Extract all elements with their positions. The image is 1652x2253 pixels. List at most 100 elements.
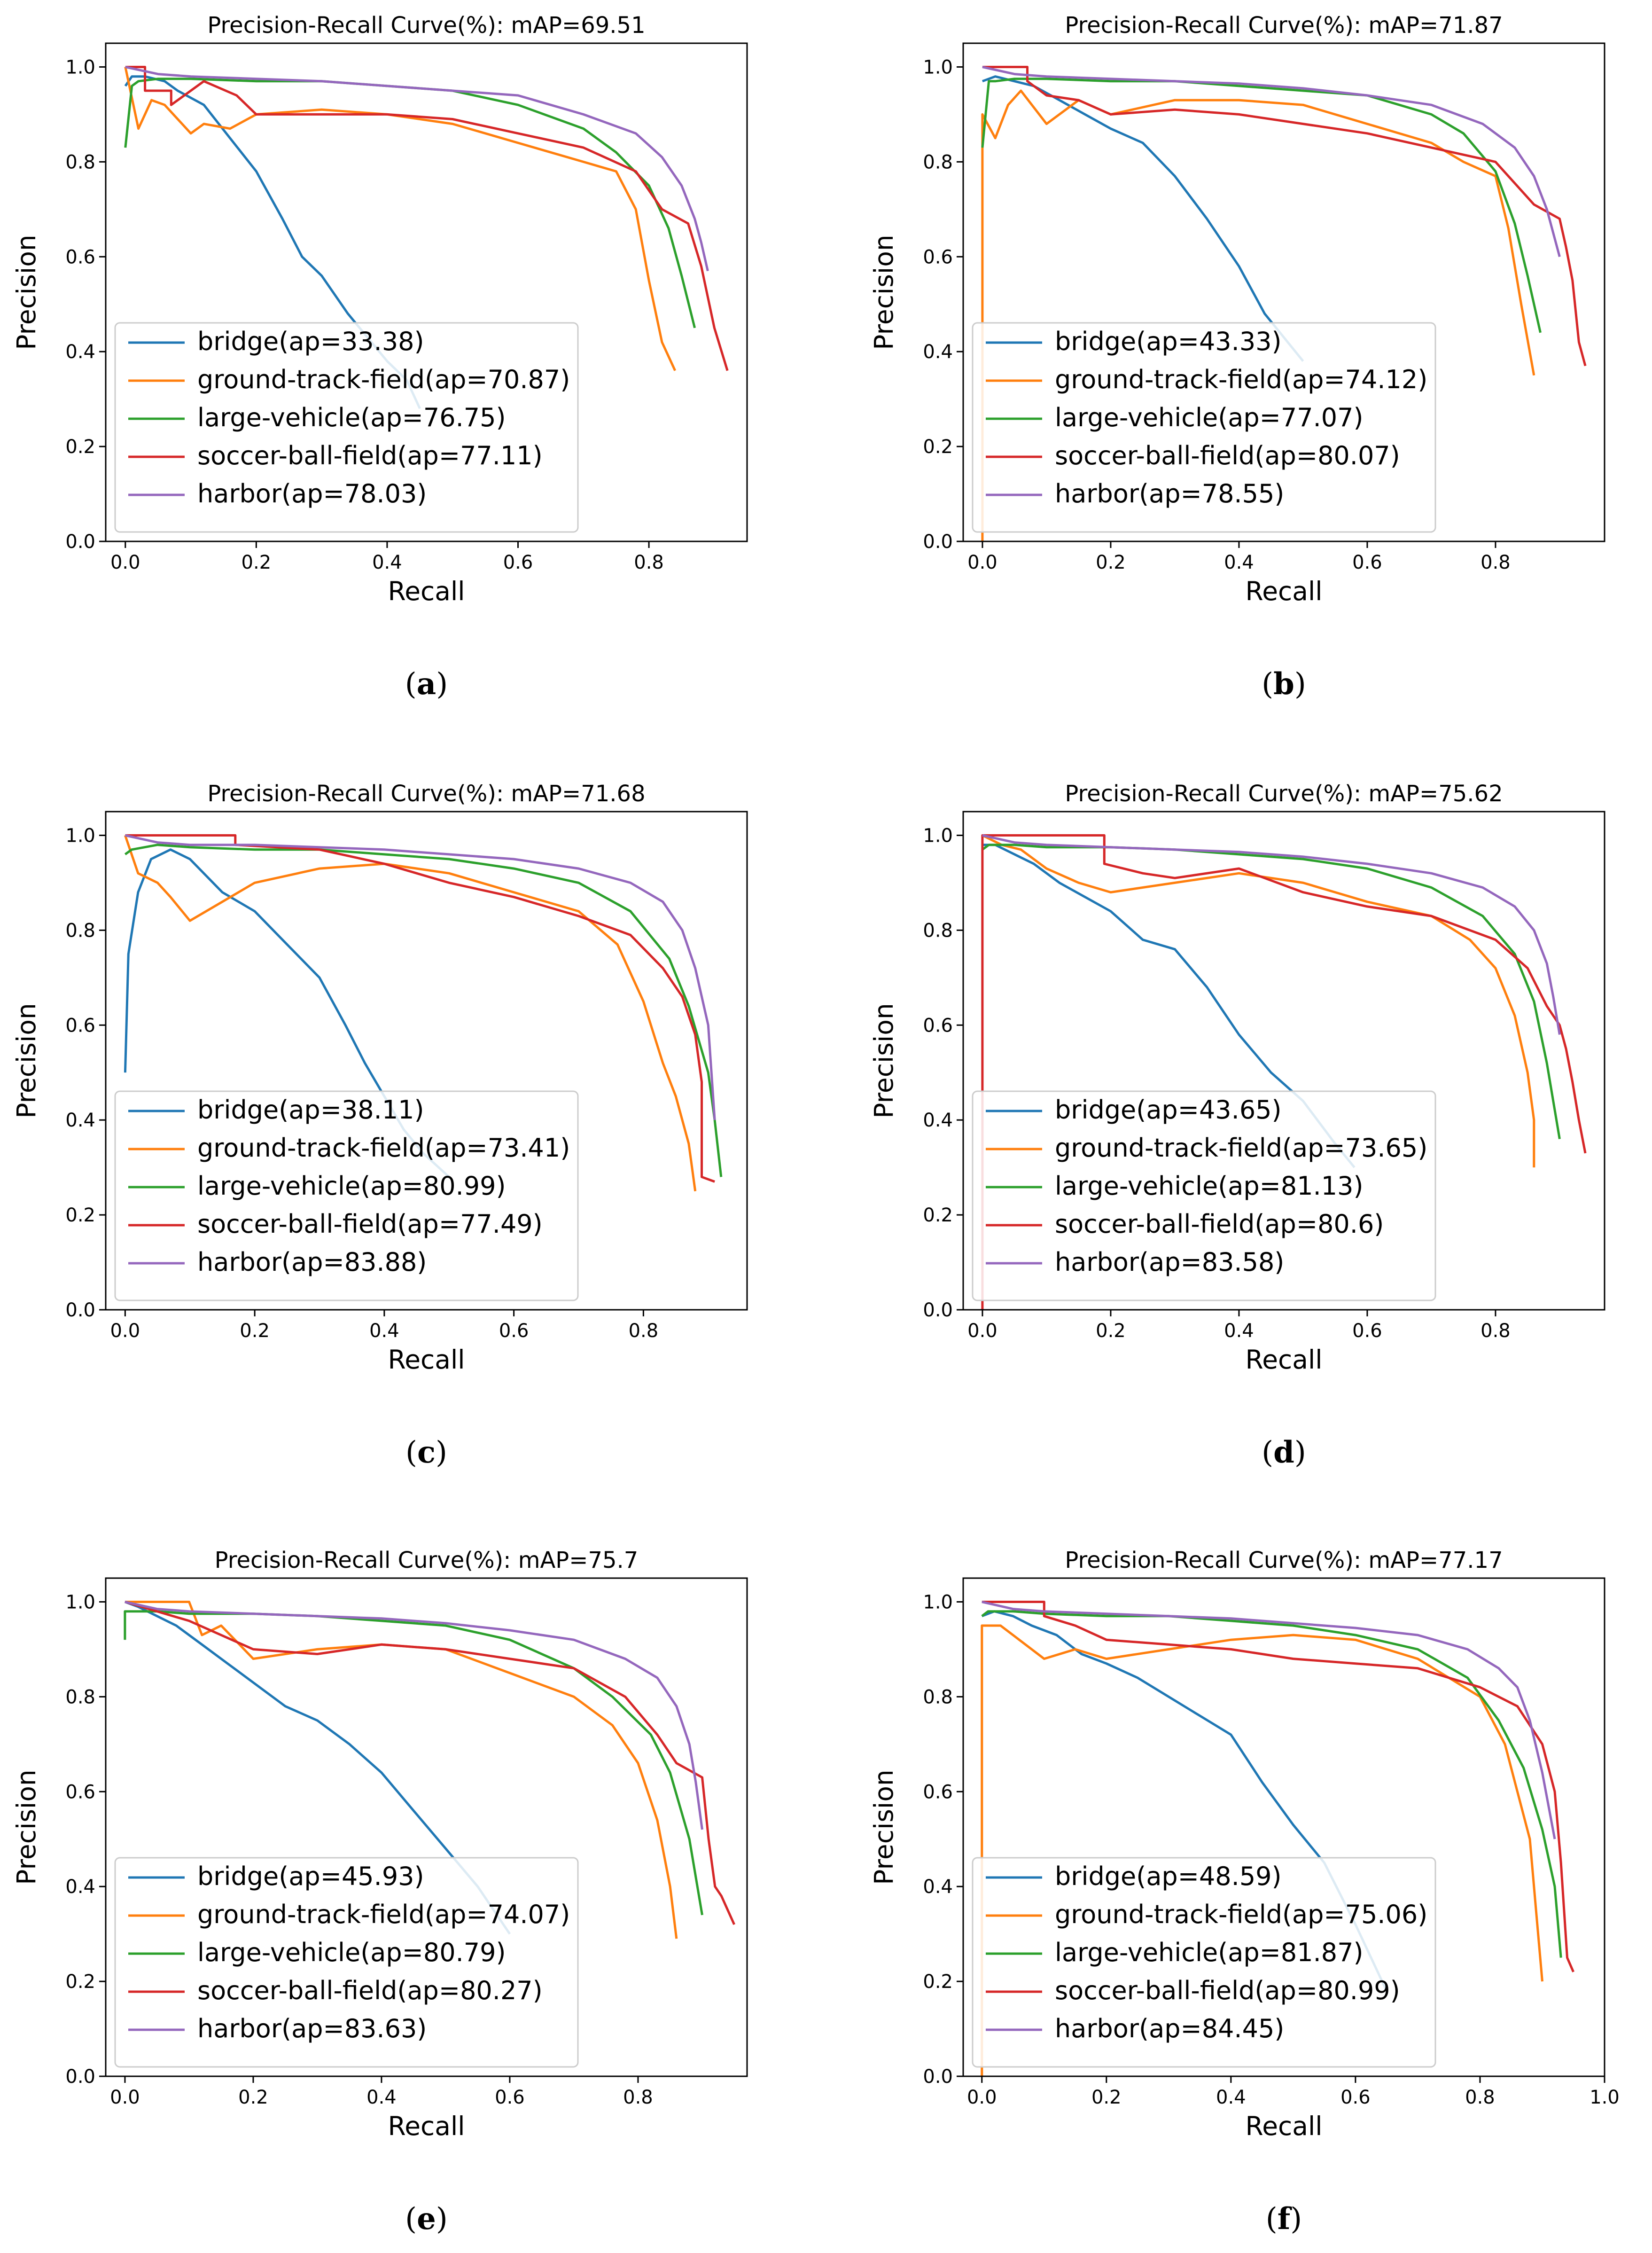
y-tick-label: 0.4	[923, 341, 953, 363]
series-line-ground-track-field	[124, 66, 677, 371]
series-line-harbor	[982, 834, 1561, 1035]
x-tick-label: 0.0	[110, 2087, 140, 2108]
y-tick-label: 0.8	[65, 1686, 95, 1708]
series-line-soccer-ball-field	[982, 66, 1587, 367]
series-line-ground-track-field	[981, 1624, 1543, 2076]
y-tick-label: 0.4	[65, 1110, 95, 1131]
y-tick-label: 0.2	[65, 436, 95, 458]
x-tick-label: 0.4	[1216, 2087, 1246, 2108]
axes-frame	[962, 811, 1605, 1311]
series-line-large-vehicle	[124, 1610, 703, 1916]
series-line-harbor	[982, 1601, 1556, 1839]
series-line-harbor	[125, 834, 716, 1120]
legend-entry-ground-track-field: ground-track-field(ap=70.87)	[197, 365, 570, 394]
y-tick-label: 0.6	[65, 1015, 95, 1036]
x-tick-label: 0.2	[1091, 2087, 1122, 2108]
y-tick-label: 0.6	[65, 1781, 95, 1803]
y-tick-label: 0.4	[923, 1876, 953, 1898]
series-line-harbor	[125, 1601, 703, 1830]
legend-entry-large-vehicle: large-vehicle(ap=80.79)	[197, 1938, 506, 1967]
y-tick-label: 0.8	[65, 920, 95, 941]
x-tick-label: 0.4	[369, 1320, 399, 1342]
series-line-ground-track-field	[982, 834, 1535, 1168]
legend-entry-soccer-ball-field: soccer-ball-field(ap=77.11)	[197, 441, 543, 470]
x-tick-label: 0.0	[967, 2087, 997, 2108]
legend-entry-large-vehicle: large-vehicle(ap=81.87)	[1055, 1938, 1364, 1967]
x-axis-label: Recall	[1245, 576, 1322, 606]
chart-title: Precision-Recall Curve(%): mAP=77.17	[1065, 1547, 1503, 1573]
y-tick-label: 0.2	[65, 1205, 95, 1226]
series-lines	[124, 1601, 735, 1939]
legend-box	[972, 1090, 1436, 1301]
axes-frame	[962, 1577, 1605, 2077]
series-line-bridge	[125, 1601, 511, 1935]
chart-panel-5: Precision-Recall Curve(%): mAP=75.7 0.0 0.…	[11, 1547, 748, 2237]
series-lines	[981, 1601, 1574, 2076]
x-tick-label: 0.2	[238, 2087, 268, 2108]
y-tick-label: 0.6	[923, 1781, 953, 1803]
y-tick-label: 1.0	[923, 825, 953, 846]
x-tick-label: 0.2	[240, 1320, 270, 1342]
legend-box	[972, 322, 1436, 533]
series-line-soccer-ball-field	[125, 66, 729, 371]
x-tick-label: 0.6	[1352, 552, 1382, 573]
y-tick-label: 1.0	[65, 56, 95, 78]
y-axis-label: Precision	[869, 1003, 899, 1118]
y-tick-label: 1.0	[923, 56, 953, 78]
chart-title: Precision-Recall Curve(%): mAP=71.68	[207, 781, 645, 807]
x-tick-label: 1.0	[1590, 2087, 1620, 2108]
x-tick-label: 0.2	[1096, 552, 1126, 573]
x-tick-label: 0.4	[1224, 1320, 1254, 1342]
series-line-soccer-ball-field	[982, 1601, 1574, 1972]
chart-title: Precision-Recall Curve(%): mAP=71.87	[1065, 12, 1503, 39]
y-tick-label: 0.2	[923, 1205, 953, 1226]
legend-entry-ground-track-field: ground-track-field(ap=73.41)	[197, 1133, 570, 1163]
subfigure-caption: (e)	[405, 2201, 448, 2237]
y-tick-label: 0.0	[923, 1299, 953, 1321]
legend-entry-soccer-ball-field: soccer-ball-field(ap=80.27)	[197, 1976, 543, 2005]
x-tick-label: 0.8	[1465, 2087, 1495, 2108]
series-lines	[124, 834, 723, 1191]
legend-entry-bridge: bridge(ap=38.11)	[197, 1095, 424, 1125]
legend-entry-soccer-ball-field: soccer-ball-field(ap=77.49)	[197, 1209, 543, 1239]
chart-panel-6: Precision-Recall Curve(%): mAP=77.17 0.0 0…	[869, 1547, 1620, 2237]
x-tick-label: 0.8	[1481, 552, 1511, 573]
series-line-bridge	[982, 75, 1304, 362]
legend-box	[114, 1090, 579, 1301]
subfigure-caption: (b)	[1262, 666, 1306, 702]
y-tick-label: 0.8	[923, 920, 953, 941]
y-tick-label: 0.8	[923, 151, 953, 173]
series-line-bridge	[981, 1610, 1388, 1992]
series-line-soccer-ball-field	[125, 834, 715, 1183]
x-tick-label: 0.6	[499, 1320, 529, 1342]
y-tick-label: 0.6	[923, 1015, 953, 1036]
y-tick-label: 1.0	[923, 1591, 953, 1613]
series-lines	[981, 66, 1587, 541]
series-line-large-vehicle	[981, 78, 1542, 333]
legend-entry-soccer-ball-field: soccer-ball-field(ap=80.99)	[1055, 1976, 1400, 2005]
legend-entry-bridge: bridge(ap=48.59)	[1055, 1862, 1282, 1891]
legend-entry-ground-track-field: ground-track-field(ap=75.06)	[1055, 1900, 1427, 1929]
x-tick-label: 0.6	[495, 2087, 525, 2108]
legend-entry-ground-track-field: ground-track-field(ap=74.12)	[1055, 365, 1427, 394]
y-tick-label: 0.8	[923, 1686, 953, 1708]
chart-panel-3: Precision-Recall Curve(%): mAP=71.68 0.0 0…	[11, 781, 748, 1470]
x-tick-label: 0.4	[1224, 552, 1254, 573]
x-axis-label: Recall	[1245, 2111, 1322, 2141]
legend-entry-harbor: harbor(ap=83.63)	[197, 2014, 427, 2043]
y-axis-label: Precision	[869, 235, 899, 350]
y-tick-label: 0.2	[923, 1971, 953, 1993]
axes-frame	[105, 42, 748, 542]
y-tick-label: 0.0	[923, 531, 953, 553]
x-axis-label: Recall	[388, 1345, 465, 1375]
legend-entry-bridge: bridge(ap=43.33)	[1055, 327, 1282, 356]
x-tick-label: 0.8	[623, 2087, 653, 2108]
legend: bridge(ap=33.38) ground-track-field(ap=70…	[114, 322, 579, 533]
y-tick-label: 0.0	[923, 2066, 953, 2088]
series-line-harbor	[982, 66, 1561, 257]
y-tick-label: 0.2	[923, 436, 953, 458]
x-axis-label: Recall	[388, 2111, 465, 2141]
legend-entry-harbor: harbor(ap=83.88)	[197, 1247, 427, 1277]
x-tick-label: 0.8	[1481, 1320, 1511, 1342]
